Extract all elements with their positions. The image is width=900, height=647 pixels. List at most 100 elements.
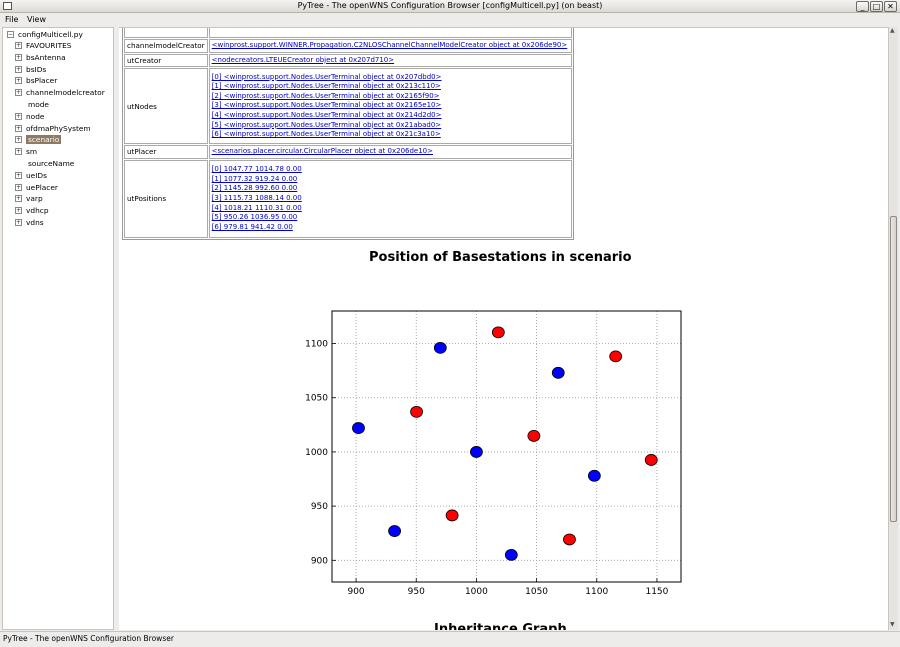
- tree-item-node[interactable]: + node: [15, 111, 44, 122]
- tree-item-channelmodelcreator[interactable]: + channelmodelcreator: [15, 87, 105, 98]
- tree-item-label: uePlacer: [26, 182, 58, 192]
- tree-item-label: bsAntenna: [26, 52, 66, 62]
- object-link[interactable]: [6] <winprost.support.Nodes.UserTerminal…: [211, 130, 441, 139]
- property-value: <winprost.support.WINNER.Propagation.C2N…: [208, 39, 572, 53]
- config-tree[interactable]: − configMulticell.py + FAVOURITES + bsAntenn…: [2, 27, 114, 630]
- property-value: [0] 1047.77 1014.78 0.00 [1] 1077.32 919.…: [208, 159, 572, 238]
- window-title: PyTree - The openWNS Configuration Brows…: [297, 1, 603, 10]
- tree-item-ueids[interactable]: + ueIDs: [15, 170, 47, 181]
- close-button[interactable]: ✕: [884, 1, 897, 12]
- basestation-point: [433, 341, 447, 354]
- tree-item-label: ofdmaPhySystem: [26, 123, 91, 133]
- object-link[interactable]: [6] 979.81 941.42 0.00: [211, 222, 293, 231]
- x-tick-label: 1050: [525, 587, 548, 597]
- expand-icon[interactable]: +: [15, 171, 22, 179]
- expand-icon[interactable]: +: [15, 207, 22, 215]
- object-link[interactable]: [2] <winprost.support.Nodes.UserTerminal…: [211, 91, 440, 100]
- object-link[interactable]: [0] <winprost.support.Nodes.UserTerminal…: [211, 72, 442, 81]
- expand-icon[interactable]: +: [15, 53, 22, 61]
- expand-icon[interactable]: +: [15, 183, 22, 191]
- statusbar: PyTree - The openWNS Configuration Brows…: [0, 631, 900, 647]
- property-key: channelmodelCreator: [124, 39, 208, 53]
- vertical-scrollbar[interactable]: ▲ ▼: [888, 27, 898, 630]
- tree-item-ofdmaphysystem[interactable]: + ofdmaPhySystem: [15, 123, 91, 134]
- scroll-up-icon[interactable]: ▲: [890, 27, 895, 34]
- property-row: utNodes [0] <winprost.support.Nodes.UserT…: [124, 68, 572, 145]
- object-link[interactable]: [1] 1077.32 919.24 0.00: [211, 174, 298, 183]
- tree-item-favourites[interactable]: + FAVOURITES: [15, 40, 72, 51]
- object-link[interactable]: <winprost.support.WINNER.Propagation.C2N…: [211, 41, 568, 49]
- minimize-button[interactable]: _: [856, 1, 869, 12]
- tree-item-sm[interactable]: + sm: [15, 146, 37, 157]
- expand-icon[interactable]: +: [15, 112, 22, 120]
- expand-icon[interactable]: +: [15, 124, 22, 132]
- tree-item-vdhcp[interactable]: + vdhcp: [15, 205, 49, 216]
- object-link[interactable]: [4] 1018.21 1110.31 0.00: [211, 203, 302, 212]
- property-value: <nodecreators.LTEUECreator object at 0x2…: [208, 53, 572, 68]
- tree-item-varp[interactable]: + varp: [15, 193, 43, 204]
- expand-icon[interactable]: +: [15, 136, 22, 144]
- object-link[interactable]: [3] <winprost.support.Nodes.UserTerminal…: [211, 101, 442, 110]
- object-link[interactable]: <scenarios.placer.circular.CircularPlace…: [211, 147, 434, 156]
- object-link[interactable]: [3] 1115.73 1088.14 0.00: [211, 193, 302, 202]
- object-link[interactable]: [1] <winprost.support.Nodes.UserTerminal…: [211, 82, 441, 91]
- object-link[interactable]: [4] <winprost.support.Nodes.UserTerminal…: [211, 110, 442, 119]
- object-link[interactable]: [5] <winprost.support.Nodes.UserTerminal…: [211, 120, 442, 129]
- menubar: File View: [0, 14, 900, 26]
- property-row: utPositions [0] 1047.77 1014.78 0.00 [1] 1…: [124, 159, 572, 238]
- user-terminal-point: [445, 509, 459, 522]
- tree-item-label: mode: [28, 100, 49, 109]
- property-key: utPlacer: [124, 145, 208, 159]
- y-tick-label: 1050: [305, 394, 328, 404]
- window-titlebar[interactable]: PyTree - The openWNS Configuration Brows…: [0, 0, 900, 13]
- scroll-down-icon[interactable]: ▼: [890, 621, 895, 628]
- menu-view[interactable]: View: [27, 15, 46, 24]
- tree-item-mode[interactable]: mode: [15, 99, 49, 110]
- menu-file[interactable]: File: [5, 15, 19, 24]
- basestation-point: [388, 525, 401, 537]
- object-link[interactable]: [5] 950.26 1036.95 0.00: [211, 213, 298, 222]
- y-tick-label: 1100: [305, 340, 328, 350]
- property-key: utPositions: [124, 159, 208, 238]
- window-menu-icon[interactable]: [3, 2, 12, 10]
- tree-item-label: vdns: [26, 218, 44, 227]
- expand-icon[interactable]: +: [15, 219, 22, 226]
- maximize-button[interactable]: □: [870, 1, 883, 12]
- expand-icon[interactable]: +: [15, 65, 22, 73]
- basestation-point: [352, 422, 365, 434]
- user-terminal-point: [609, 350, 623, 363]
- property-value: <scenarios.placer.circular.CircularPlace…: [208, 145, 572, 159]
- expand-icon[interactable]: +: [15, 77, 22, 85]
- scrollbar-thumb[interactable]: [890, 216, 897, 522]
- property-key: utNodes: [124, 68, 208, 145]
- plot-area: [332, 311, 681, 582]
- expand-icon[interactable]: +: [15, 195, 22, 203]
- x-tick-label: 1150: [645, 587, 668, 597]
- properties-table: channelmodelCreator <winprost.support.WIN…: [122, 28, 574, 240]
- tree-item-bsplacer[interactable]: + bsPlacer: [15, 75, 57, 86]
- expand-icon[interactable]: +: [15, 148, 22, 156]
- tree-item-bsids[interactable]: + bsIDs: [15, 64, 46, 75]
- object-link[interactable]: [0] 1047.77 1014.78 0.00: [211, 165, 302, 174]
- basestation-point: [470, 446, 483, 458]
- user-terminal-point: [563, 533, 576, 546]
- tree-item-ueplacer[interactable]: + uePlacer: [15, 182, 58, 193]
- tree-item-bsantenna[interactable]: + bsAntenna: [15, 52, 66, 63]
- tree-item-label: sourceName: [28, 159, 75, 168]
- expand-icon[interactable]: +: [15, 42, 22, 49]
- tree-item-vdns[interactable]: + vdns: [15, 217, 44, 228]
- content-pane: channelmodelCreator <winprost.support.WIN…: [119, 27, 888, 630]
- expand-icon[interactable]: +: [15, 89, 22, 97]
- tree-item-label: FAVOURITES: [26, 41, 72, 50]
- collapse-icon[interactable]: −: [7, 31, 14, 38]
- object-link[interactable]: <nodecreators.LTEUECreator object at 0x2…: [211, 55, 395, 64]
- tree-root[interactable]: − configMulticell.py: [7, 29, 83, 40]
- user-terminal-point: [527, 429, 541, 442]
- status-text: PyTree - The openWNS Configuration Brows…: [3, 634, 174, 643]
- tree-item-sourcename[interactable]: sourceName: [15, 158, 74, 169]
- user-terminal-point: [410, 405, 423, 418]
- tree-item-scenario[interactable]: + scenario: [15, 134, 62, 145]
- object-link[interactable]: [2] 1145.28 992.60 0.00: [211, 184, 298, 193]
- y-tick-label: 1000: [305, 448, 328, 458]
- y-tick-label: 900: [311, 556, 328, 566]
